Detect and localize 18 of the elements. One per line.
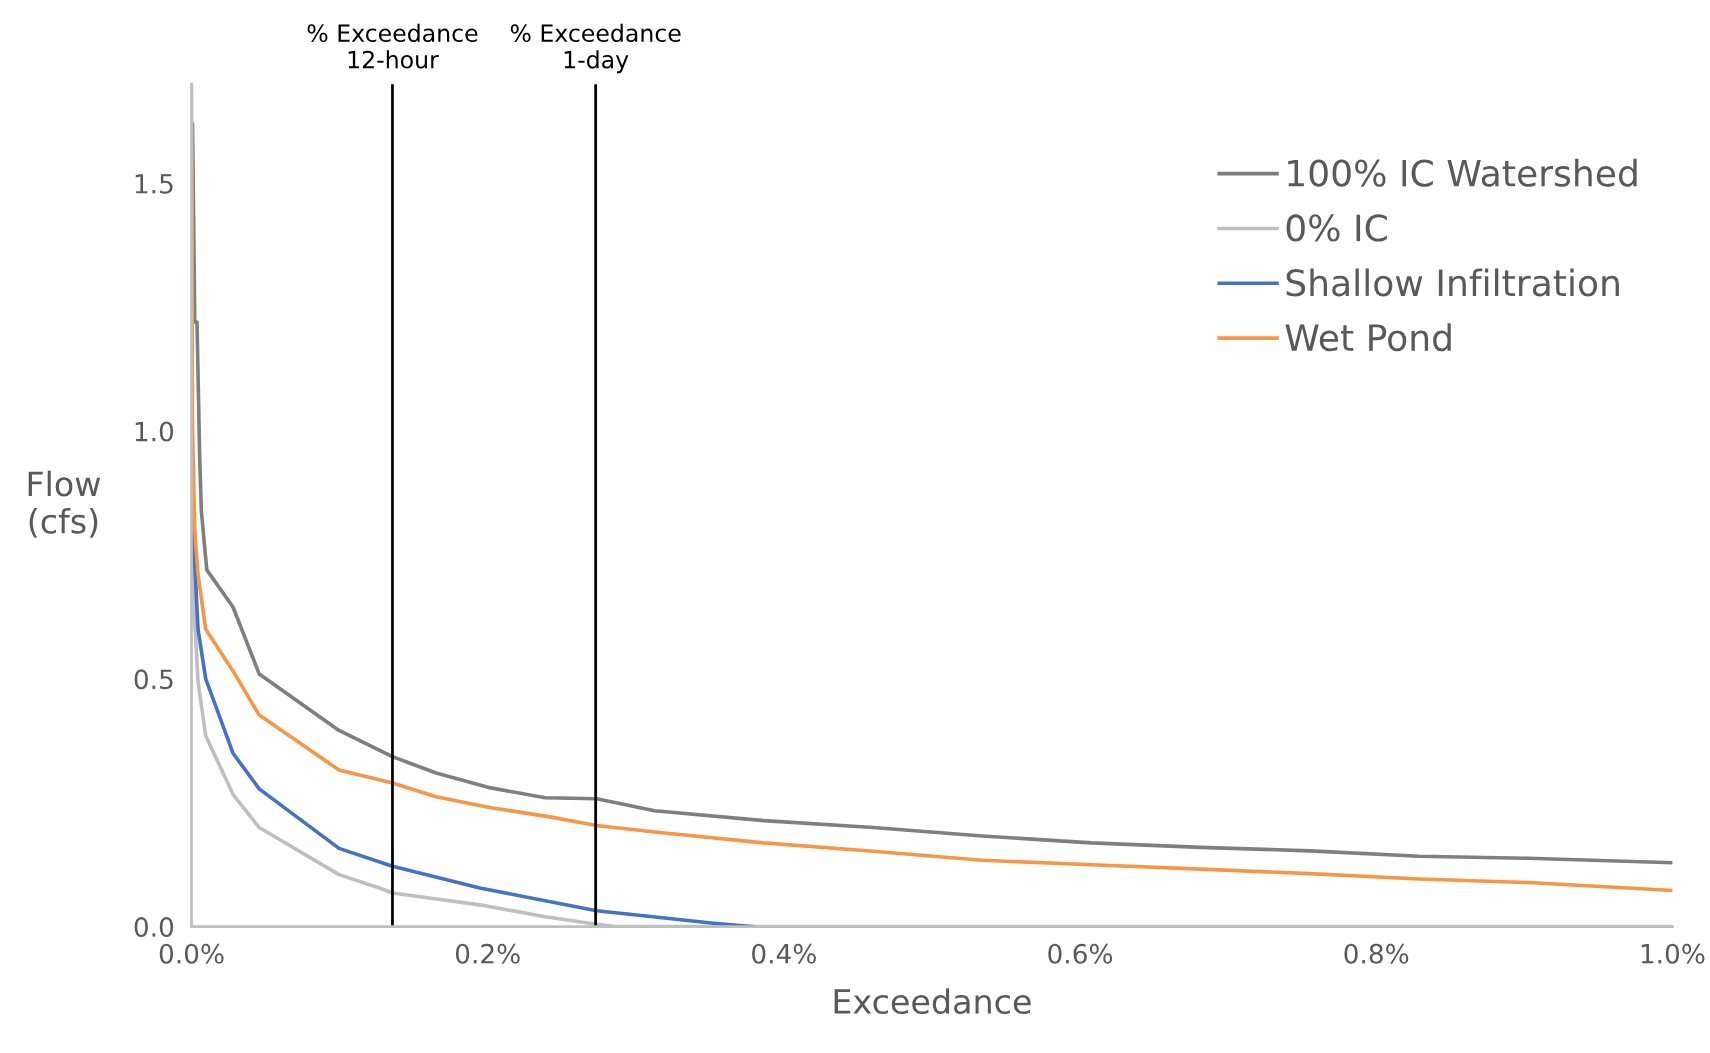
y-tick-label: 0.0	[134, 917, 174, 938]
y-tick-label: 1.5	[135, 174, 173, 194]
x-tick-label: 1.0%	[1641, 943, 1705, 964]
x-tick-label: 0.6%	[1048, 943, 1113, 964]
y-tick-label: 0.5	[134, 669, 173, 690]
y-axis-title: Flow (cfs)	[28, 470, 101, 538]
y-tick-label: 1.0	[135, 421, 174, 442]
legend-label: Shallow Infiltration	[1286, 268, 1619, 297]
x-tick-label: 0.0%	[159, 943, 224, 964]
legend-label: 0% IC	[1286, 214, 1387, 242]
ref-line-label: % Exceedance 12-hour	[307, 23, 478, 69]
x-tick-label: 0.8%	[1344, 943, 1409, 964]
x-axis-title: Exceedance	[834, 988, 1031, 1015]
x-tick-label: 0.4%	[752, 943, 816, 964]
x-tick-label: 0.2%	[455, 943, 520, 964]
legend-label: Wet Pond	[1285, 323, 1451, 352]
legend-label: 100% IC Watershed	[1288, 158, 1637, 187]
ref-line-label: % Exceedance 1-day	[510, 23, 681, 74]
